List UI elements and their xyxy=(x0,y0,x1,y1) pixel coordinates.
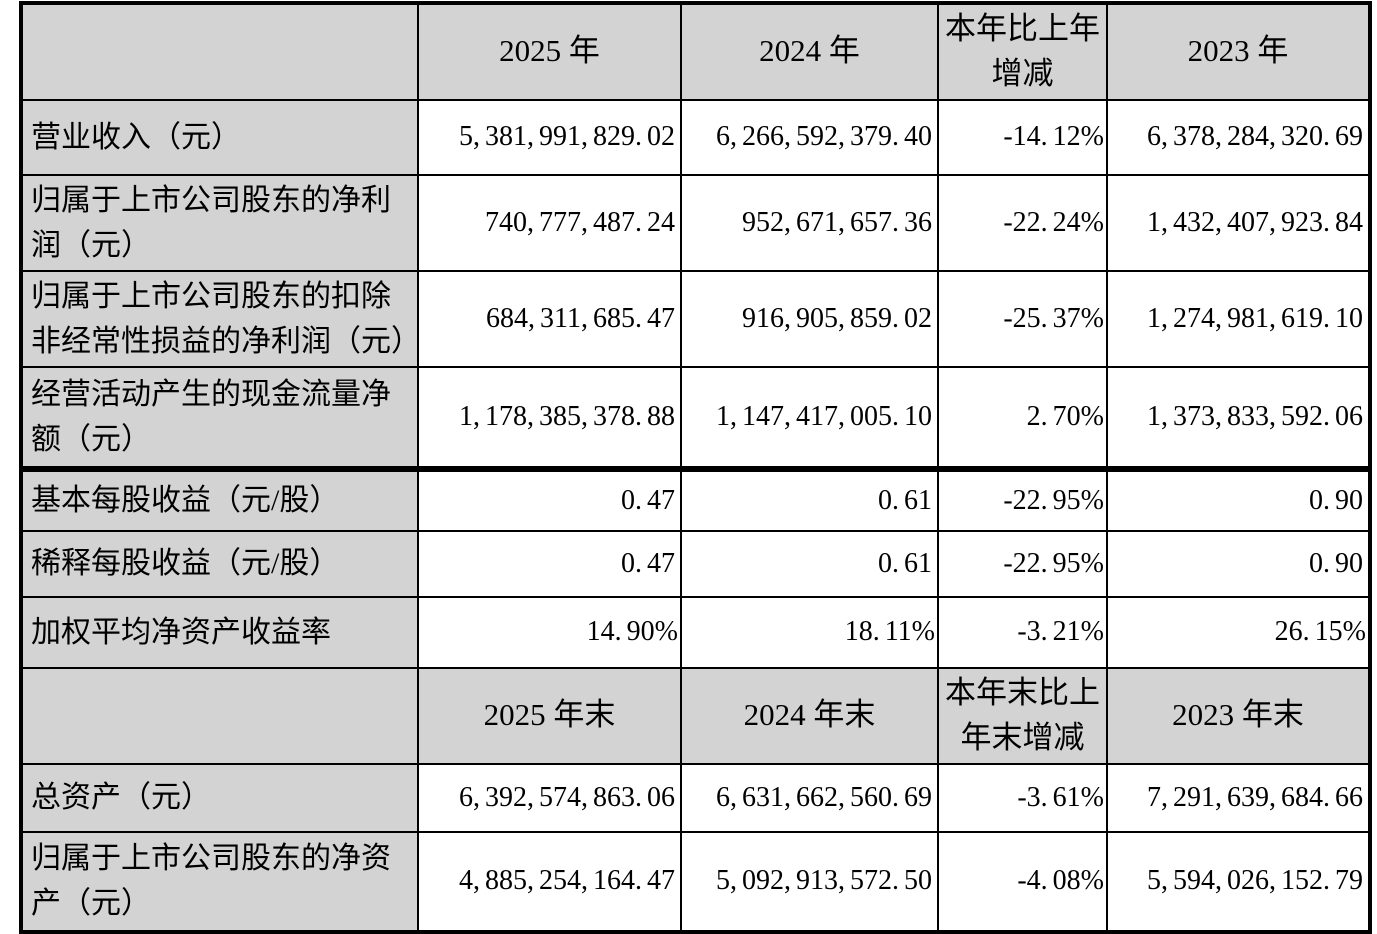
cell-2024: 0. 61 xyxy=(680,529,939,598)
blank-header-cell xyxy=(20,666,419,765)
header-2024: 2024 年 xyxy=(680,2,939,101)
cell-change: -3. 61% xyxy=(937,762,1108,833)
table-row-net-profit: 归属于上市公司股东的净利 润（元） 740, 777, 487. 24 952,… xyxy=(20,173,1371,272)
financial-summary: 2025 年 2024 年 本年比上年 增减 2023 年 营业收入（元） 5,… xyxy=(19,1,1372,934)
table-row-weighted-avg-roe: 加权平均净资产收益率 14. 90% 18. 11% -3. 21% 26. 1… xyxy=(20,595,1371,669)
cell-2023: 0. 90 xyxy=(1106,529,1371,598)
cell-change: -22. 24% xyxy=(937,173,1108,272)
cell-2023: 7, 291, 639, 684. 66 xyxy=(1106,762,1371,833)
blank-header-cell xyxy=(20,2,419,101)
header-2025: 2025 年 xyxy=(417,2,682,101)
cell-2024: 952, 671, 657. 36 xyxy=(680,173,939,272)
cell-change: -3. 21% xyxy=(937,595,1108,669)
cell-2025: 6, 392, 574, 863. 06 xyxy=(417,762,682,833)
cell-2025: 14. 90% xyxy=(417,595,682,669)
cell-change: 2. 70% xyxy=(937,365,1108,472)
table-row-operating-cash-flow: 经营活动产生的现金流量净 额（元） 1, 178, 385, 378. 88 1… xyxy=(20,365,1371,472)
cell-2024: 5, 092, 913, 572. 50 xyxy=(680,830,939,933)
cell-2025: 1, 178, 385, 378. 88 xyxy=(417,365,682,472)
row-label: 加权平均净资产收益率 xyxy=(20,595,419,669)
cell-2024: 18. 11% xyxy=(680,595,939,669)
cell-2025: 5, 381, 991, 829. 02 xyxy=(417,98,682,176)
header-row-annual: 2025 年 2024 年 本年比上年 增减 2023 年 xyxy=(20,2,1371,101)
cell-2023: 1, 274, 981, 619. 10 xyxy=(1106,269,1371,368)
row-label: 稀释每股收益（元/股） xyxy=(20,529,419,598)
row-label: 总资产（元） xyxy=(20,762,419,833)
cell-2024: 0. 61 xyxy=(680,467,939,532)
header-2025-eoy: 2025 年末 xyxy=(417,666,682,765)
header-2023: 2023 年 xyxy=(1106,2,1371,101)
row-label: 基本每股收益（元/股） xyxy=(20,467,419,532)
cell-2023: 26. 15% xyxy=(1106,595,1371,669)
cell-change: -25. 37% xyxy=(937,269,1108,368)
row-label: 营业收入（元） xyxy=(20,98,419,176)
cell-2024: 6, 631, 662, 560. 69 xyxy=(680,762,939,833)
table-row-net-assets: 归属于上市公司股东的净资 产（元） 4, 885, 254, 164. 47 5… xyxy=(20,830,1371,933)
header-2024-eoy: 2024 年末 xyxy=(680,666,939,765)
table-row-diluted-eps: 稀释每股收益（元/股） 0. 47 0. 61 -22. 95% 0. 90 xyxy=(20,529,1371,598)
table-row-total-assets: 总资产（元） 6, 392, 574, 863. 06 6, 631, 662,… xyxy=(20,762,1371,833)
header-row-eoy: 2025 年末 2024 年末 本年末比上 年末增减 2023 年末 xyxy=(20,666,1371,765)
cell-2025: 740, 777, 487. 24 xyxy=(417,173,682,272)
cell-change: -14. 12% xyxy=(937,98,1108,176)
cell-2023: 5, 594, 026, 152. 79 xyxy=(1106,830,1371,933)
row-label: 归属于上市公司股东的净资 产（元） xyxy=(20,830,419,933)
cell-2025: 4, 885, 254, 164. 47 xyxy=(417,830,682,933)
cell-2025: 684, 311, 685. 47 xyxy=(417,269,682,368)
row-label: 归属于上市公司股东的净利 润（元） xyxy=(20,173,419,272)
header-2023-eoy: 2023 年末 xyxy=(1106,666,1371,765)
header-yoy-change: 本年比上年 增减 xyxy=(937,2,1108,101)
cell-2023: 1, 373, 833, 592. 06 xyxy=(1106,365,1371,472)
table-row-net-profit-deducted: 归属于上市公司股东的扣除 非经常性损益的净利润（元） 684, 311, 685… xyxy=(20,269,1371,368)
cell-change: -22. 95% xyxy=(937,529,1108,598)
cell-change: -22. 95% xyxy=(937,467,1108,532)
cell-2025: 0. 47 xyxy=(417,529,682,598)
cell-2025: 0. 47 xyxy=(417,467,682,532)
cell-change: -4. 08% xyxy=(937,830,1108,933)
cell-2024: 6, 266, 592, 379. 40 xyxy=(680,98,939,176)
financial-summary-table: 2025 年 2024 年 本年比上年 增减 2023 年 营业收入（元） 5,… xyxy=(19,1,1372,934)
row-label: 归属于上市公司股东的扣除 非经常性损益的净利润（元） xyxy=(20,269,419,368)
header-eoy-change: 本年末比上 年末增减 xyxy=(937,666,1108,765)
cell-2023: 1, 432, 407, 923. 84 xyxy=(1106,173,1371,272)
table-row-revenue: 营业收入（元） 5, 381, 991, 829. 02 6, 266, 592… xyxy=(20,98,1371,176)
cell-2024: 916, 905, 859. 02 xyxy=(680,269,939,368)
table-row-basic-eps: 基本每股收益（元/股） 0. 47 0. 61 -22. 95% 0. 90 xyxy=(20,467,1371,532)
cell-2023: 0. 90 xyxy=(1106,467,1371,532)
row-label: 经营活动产生的现金流量净 额（元） xyxy=(20,365,419,472)
cell-2023: 6, 378, 284, 320. 69 xyxy=(1106,98,1371,176)
cell-2024: 1, 147, 417, 005. 10 xyxy=(680,365,939,472)
